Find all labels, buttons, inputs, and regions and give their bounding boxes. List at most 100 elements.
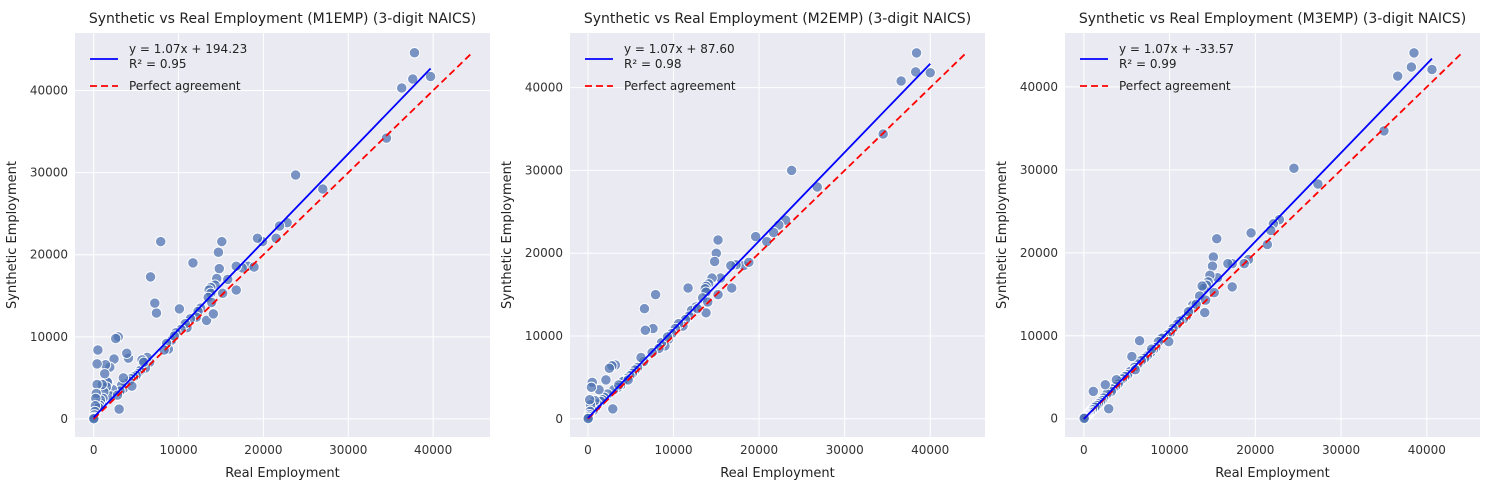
scatter-point bbox=[110, 332, 122, 345]
scatter-point bbox=[149, 297, 161, 309]
scatter-point bbox=[1378, 125, 1390, 137]
scatter-point bbox=[785, 164, 798, 177]
chart-title: Synthetic vs Real Employment (M2EMP) (3-… bbox=[584, 11, 971, 27]
regression-fit-line bbox=[1083, 58, 1433, 420]
scatter-point bbox=[603, 362, 616, 374]
scatter-points bbox=[88, 47, 437, 425]
scatter-point bbox=[408, 47, 421, 59]
x-tick-label: 0 bbox=[1080, 443, 1088, 457]
legend-fit-r2: R² = 0.95 bbox=[129, 57, 187, 71]
scatter-point bbox=[200, 314, 213, 327]
scatter-point bbox=[173, 303, 186, 315]
y-tick-label: 20000 bbox=[30, 248, 68, 262]
scatter-point bbox=[1211, 233, 1223, 245]
scatter-point bbox=[213, 263, 225, 275]
legend-fit-r2: R² = 0.99 bbox=[1119, 57, 1177, 71]
scatter-point bbox=[1261, 238, 1274, 251]
scatter-point bbox=[639, 324, 651, 336]
y-tick-label: 10000 bbox=[525, 329, 563, 343]
scatter-point bbox=[1163, 335, 1175, 348]
scatter-point bbox=[1426, 63, 1438, 76]
x-axis-label: Real Employment bbox=[225, 466, 340, 481]
scatter-point bbox=[117, 372, 130, 384]
scatter-point bbox=[99, 368, 111, 380]
x-tick-label: 30000 bbox=[1322, 443, 1360, 457]
y-tick-label: 10000 bbox=[1020, 329, 1058, 343]
chart-panel-2: 0 10000 20000 30000 40000 0 10000 20000 30000 400… bbox=[500, 11, 985, 481]
scatter-point bbox=[1245, 227, 1257, 239]
scatter-point bbox=[230, 260, 242, 272]
scatter-point bbox=[168, 330, 180, 342]
scatter-point bbox=[924, 67, 936, 79]
scatter-point bbox=[585, 381, 598, 393]
scatter-point bbox=[895, 75, 907, 87]
x-tick-label: 10000 bbox=[654, 443, 692, 457]
grid bbox=[1065, 33, 1480, 437]
scatter-point bbox=[708, 255, 721, 268]
scatter-point bbox=[1190, 298, 1202, 310]
scatter-point bbox=[712, 288, 724, 301]
scatter-point bbox=[92, 344, 104, 356]
y-tick-label: 20000 bbox=[525, 246, 563, 260]
scatter-point bbox=[380, 132, 393, 144]
scatter-point bbox=[91, 358, 103, 370]
regression-fit-line bbox=[587, 63, 931, 419]
x-axis-label: Real Employment bbox=[720, 466, 835, 481]
scatter-point bbox=[649, 288, 662, 301]
x-tick-label: 30000 bbox=[329, 443, 367, 457]
y-tick-label: 20000 bbox=[1020, 246, 1058, 260]
x-tick-label: 10000 bbox=[159, 443, 197, 457]
scatter-point bbox=[138, 356, 150, 368]
y-tick-label: 30000 bbox=[30, 166, 68, 180]
scatter-point bbox=[584, 394, 596, 406]
grid bbox=[75, 33, 490, 437]
scatter-point bbox=[407, 73, 419, 85]
scatter-point bbox=[910, 66, 922, 78]
y-tick-label: 0 bbox=[60, 412, 68, 426]
scatter-point bbox=[1392, 70, 1404, 82]
scatter-point bbox=[1087, 385, 1099, 398]
scatter-point bbox=[726, 282, 738, 294]
x-tick-label: 20000 bbox=[1236, 443, 1274, 457]
x-tick-label: 0 bbox=[90, 443, 98, 457]
scatter-point bbox=[1226, 281, 1238, 293]
x-axis-label: Real Employment bbox=[1215, 466, 1330, 481]
y-tick-label: 40000 bbox=[30, 83, 68, 97]
scatter-point bbox=[682, 282, 694, 294]
scatter-point bbox=[150, 307, 163, 319]
x-tick-label: 20000 bbox=[740, 443, 778, 457]
chart-title: Synthetic vs Real Employment (M3EMP) (3-… bbox=[1079, 11, 1466, 27]
y-tick-label: 10000 bbox=[30, 330, 68, 344]
scatter-point bbox=[1126, 350, 1138, 363]
scatter-point bbox=[207, 308, 219, 320]
y-axis-label: Synthetic Employment bbox=[500, 161, 515, 309]
scatter-point bbox=[1196, 280, 1208, 292]
scatter-point bbox=[187, 257, 199, 269]
scatter-point bbox=[607, 403, 619, 415]
scatter-point bbox=[1312, 178, 1324, 190]
x-tick-label: 40000 bbox=[1408, 443, 1446, 457]
scatter-point bbox=[1133, 335, 1146, 347]
chart-title: Synthetic vs Real Employment (M1EMP) (3-… bbox=[89, 11, 476, 27]
y-tick-label: 30000 bbox=[1020, 163, 1058, 177]
scatter-point bbox=[205, 296, 218, 308]
regression-fit-line bbox=[93, 67, 432, 418]
y-tick-label: 0 bbox=[555, 412, 563, 426]
scatter-point bbox=[230, 284, 242, 296]
grid bbox=[570, 33, 985, 437]
scatter-point bbox=[1099, 379, 1111, 391]
legend-fit-equation: y = 1.07x + 194.23 bbox=[129, 42, 247, 56]
scatter-point bbox=[712, 234, 724, 246]
y-tick-label: 0 bbox=[1050, 412, 1058, 426]
x-tick-label: 10000 bbox=[1151, 443, 1189, 457]
scatter-point bbox=[251, 232, 264, 244]
x-tick-label: 30000 bbox=[826, 443, 864, 457]
x-tick-label: 40000 bbox=[911, 443, 949, 457]
chart-panel-3: 0 10000 20000 30000 40000 0 10000 20000 30000 400… bbox=[995, 11, 1480, 481]
scatter-point bbox=[1288, 162, 1300, 174]
y-tick-label: 40000 bbox=[525, 81, 563, 95]
scatter-point bbox=[600, 374, 612, 386]
x-tick-label: 0 bbox=[584, 443, 592, 457]
